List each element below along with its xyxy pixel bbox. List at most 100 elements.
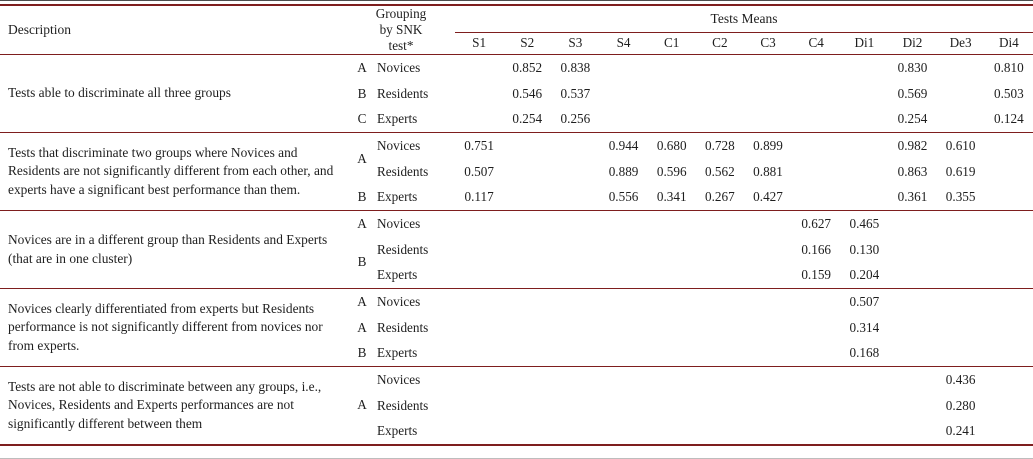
empty-cell	[888, 315, 936, 341]
snk-group-letter: A	[357, 293, 367, 309]
empty-cell	[840, 133, 888, 159]
empty-cell	[503, 367, 551, 393]
table-row: B Experts 0.117 0.556 0.341 0.267 0.427 …	[0, 185, 1033, 211]
empty-cell	[792, 133, 840, 159]
empty-cell	[648, 55, 696, 81]
section-all-three-groups: Tests able to discriminate all three gro…	[0, 55, 1033, 133]
empty-cell	[503, 315, 551, 341]
empty-cell	[696, 419, 744, 445]
empty-cell	[840, 55, 888, 81]
mean-value: 0.503	[994, 85, 1024, 101]
empty-cell	[551, 211, 599, 237]
tests-means-header: Tests Means	[455, 5, 1033, 33]
test-column-header: Di2	[902, 35, 923, 51]
empty-cell	[696, 107, 744, 133]
snk-group-letter: B	[357, 189, 367, 205]
empty-cell	[455, 367, 503, 393]
table-row: Experts 0.159 0.204	[0, 263, 1033, 289]
empty-cell	[551, 159, 599, 185]
empty-cell	[744, 315, 792, 341]
test-column-header: S3	[568, 35, 583, 51]
empty-cell	[888, 341, 936, 367]
mean-value: 0.562	[705, 163, 735, 179]
mean-value: 0.680	[656, 137, 687, 153]
mean-value: 0.280	[945, 397, 976, 413]
cohort-label: Experts	[377, 345, 418, 361]
mean-value: 0.507	[849, 293, 880, 309]
snk-group-letter: A	[357, 59, 367, 75]
empty-cell	[455, 211, 503, 237]
empty-cell	[551, 237, 599, 263]
empty-cell	[648, 367, 696, 393]
cohort-label: Experts	[377, 189, 418, 205]
table-row: B Residents 0.166 0.130	[0, 237, 1033, 270]
empty-cell	[792, 159, 840, 185]
table-row: Residents 0.507 0.889 0.596 0.562 0.881 …	[0, 159, 1033, 185]
empty-cell	[599, 81, 647, 107]
empty-cell	[696, 289, 744, 315]
empty-cell	[696, 367, 744, 393]
description-cell: Tests able to discriminate all three gro…	[8, 85, 231, 101]
test-column-header: C2	[712, 35, 728, 51]
test-column-header: C1	[664, 35, 680, 51]
empty-cell	[648, 393, 696, 419]
table-row: C Experts 0.254 0.256 0.254 0.124	[0, 107, 1033, 133]
empty-cell	[744, 107, 792, 133]
mean-value: 0.256	[560, 111, 591, 127]
cohort-label: Residents	[377, 397, 429, 413]
mean-value: 0.556	[608, 189, 639, 205]
table-header: Description Grouping by SNK test* Tests …	[0, 5, 1033, 55]
cohort-label: Residents	[377, 163, 429, 179]
mean-value: 0.610	[945, 137, 976, 153]
empty-cell	[985, 393, 1033, 419]
empty-cell	[744, 237, 792, 263]
empty-cell	[792, 289, 840, 315]
test-column-header: S4	[616, 35, 631, 51]
mean-value: 0.241	[945, 423, 976, 438]
table-row: Residents 0.280	[0, 393, 1033, 419]
empty-cell	[551, 263, 599, 289]
mean-value: 0.830	[897, 59, 928, 75]
empty-cell	[888, 289, 936, 315]
mean-value: 0.507	[464, 163, 494, 179]
description-cell: Tests that discriminate two groups where…	[8, 144, 334, 197]
table-row: Tests that discriminate two groups where…	[0, 133, 1033, 197]
mean-value: 0.569	[897, 85, 928, 101]
empty-cell	[937, 107, 985, 133]
empty-cell	[551, 419, 599, 445]
mean-value: 0.355	[945, 189, 976, 205]
mean-value: 0.117	[464, 189, 494, 205]
empty-cell	[648, 315, 696, 341]
empty-cell	[792, 185, 840, 211]
empty-cell	[985, 315, 1033, 341]
empty-cell	[503, 341, 551, 367]
section-two-groups: Tests that discriminate two groups where…	[0, 132, 1033, 211]
empty-cell	[888, 367, 936, 393]
empty-cell	[551, 185, 599, 211]
test-column-header: S1	[472, 35, 487, 51]
empty-cell	[840, 419, 888, 445]
test-column-header: S2	[520, 35, 535, 51]
empty-cell	[937, 211, 985, 237]
empty-cell	[455, 315, 503, 341]
empty-cell	[744, 367, 792, 393]
empty-cell	[648, 341, 696, 367]
table-row: B Residents 0.546 0.537 0.569 0.503	[0, 81, 1033, 107]
empty-cell	[455, 237, 503, 263]
empty-cell	[648, 289, 696, 315]
empty-cell	[985, 159, 1033, 185]
empty-cell	[503, 393, 551, 419]
cohort-label: Novices	[377, 293, 421, 309]
mean-value: 0.899	[753, 137, 783, 153]
empty-cell	[599, 237, 647, 263]
empty-cell	[888, 393, 936, 419]
description-cell: Novices are in a different group than Re…	[8, 232, 328, 266]
cohort-label: Experts	[377, 267, 418, 283]
empty-cell	[648, 419, 696, 445]
empty-cell	[551, 289, 599, 315]
empty-cell	[599, 211, 647, 237]
empty-cell	[503, 133, 551, 159]
empty-cell	[599, 263, 647, 289]
cohort-label: Novices	[377, 137, 421, 153]
